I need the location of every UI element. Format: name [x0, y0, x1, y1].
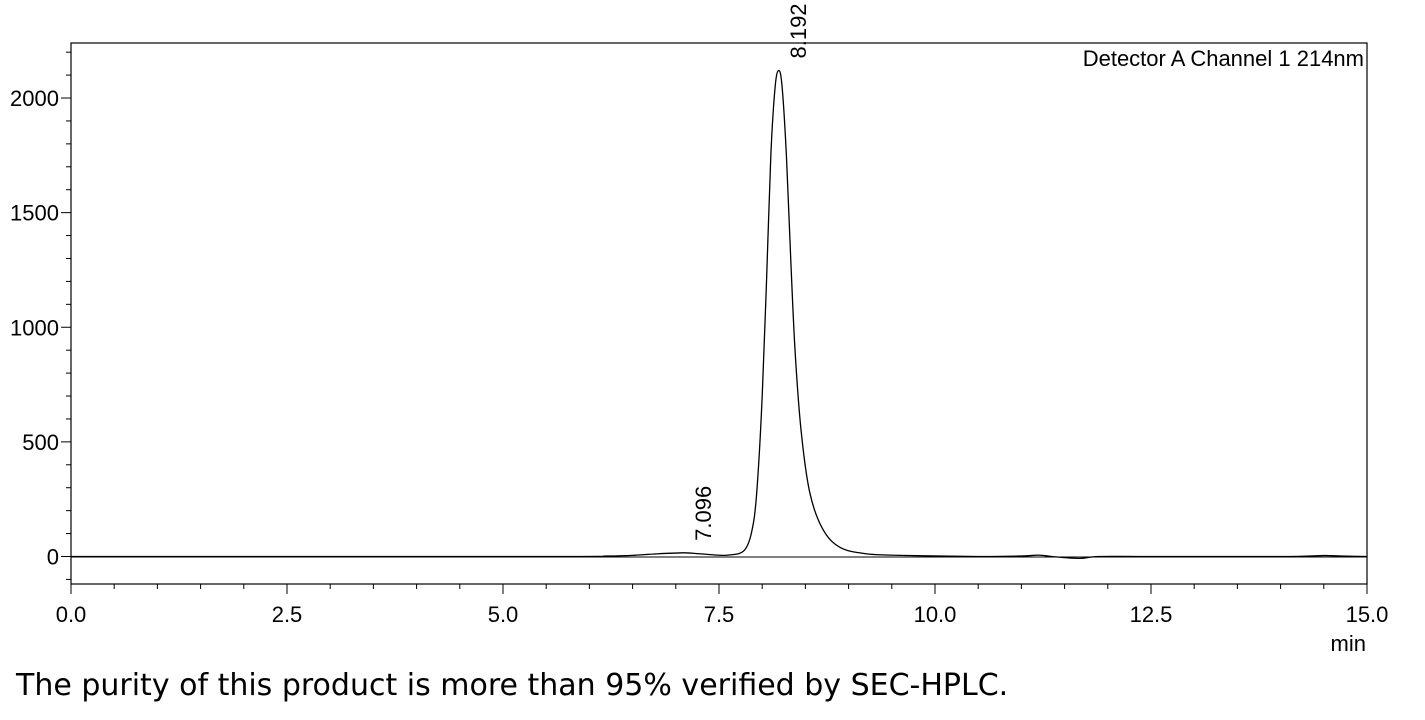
y-tick-label: 0 [47, 544, 59, 569]
channel-label: Detector A Channel 1 214nm [1083, 46, 1364, 71]
y-tick-label: 1500 [10, 201, 59, 226]
x-axis: 0.0 2.5 5.0 7.5 10.0 12.5 15.0 [56, 584, 1389, 627]
plot-frame [70, 42, 1368, 585]
purity-caption: The purity of this product is more than … [16, 668, 1009, 703]
chromatogram-trace [70, 69, 1368, 560]
x-tick-label: 5.0 [488, 602, 519, 627]
peak-labels: 7.096 8.192 [691, 3, 811, 540]
peak-label: 8.192 [786, 3, 811, 58]
x-tick-label: 15.0 [1346, 602, 1389, 627]
x-tick-label: 12.5 [1130, 602, 1173, 627]
y-tick-label: 2000 [10, 86, 59, 111]
y-axis: 0 500 1000 1500 2000 [10, 51, 71, 580]
x-tick-label: 0.0 [56, 602, 87, 627]
series-group [70, 69, 1368, 560]
y-tick-label: 1000 [10, 315, 59, 340]
peak-label: 7.096 [691, 486, 716, 541]
x-tick-label: 7.5 [704, 602, 735, 627]
x-tick-label: 2.5 [272, 602, 303, 627]
x-unit-label: min [1331, 631, 1366, 656]
y-tick-label: 500 [22, 430, 59, 455]
chromatogram-chart: 0 500 1000 1500 2000 0.0 2.5 5.0 7.5 10.0 12.5 15.… [10, 3, 1389, 656]
x-tick-label: 10.0 [914, 602, 957, 627]
